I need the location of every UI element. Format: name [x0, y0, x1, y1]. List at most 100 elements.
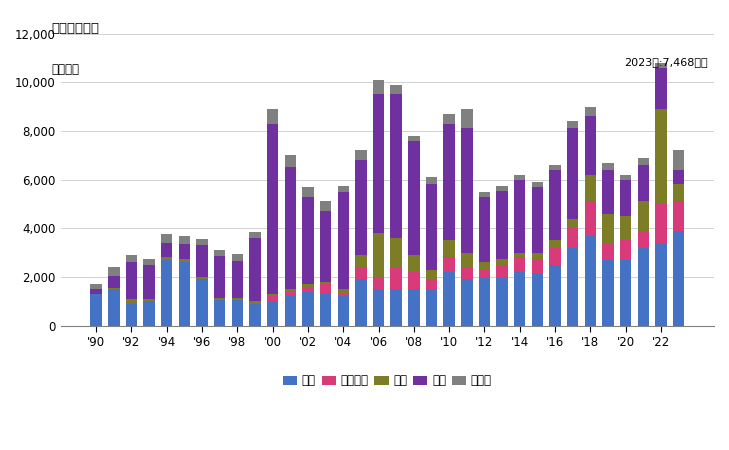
Bar	[443, 114, 455, 124]
Bar	[338, 192, 349, 289]
Bar	[638, 231, 649, 248]
Bar	[496, 259, 508, 265]
Bar	[655, 63, 666, 68]
Bar	[620, 180, 631, 216]
Bar	[303, 287, 313, 292]
Bar	[673, 170, 685, 184]
Bar	[249, 301, 261, 304]
Bar	[196, 245, 208, 277]
Bar	[567, 248, 578, 326]
Bar	[284, 297, 296, 326]
Bar	[90, 289, 102, 294]
Bar	[267, 294, 278, 297]
Bar	[602, 260, 614, 326]
Bar	[179, 235, 190, 244]
Bar	[496, 190, 508, 259]
Bar	[408, 136, 420, 140]
Bar	[373, 233, 384, 277]
Bar	[479, 277, 490, 326]
Bar	[620, 175, 631, 180]
Bar	[655, 243, 666, 326]
Bar	[373, 277, 384, 289]
Bar	[408, 255, 420, 272]
Bar	[638, 202, 649, 231]
Bar	[549, 248, 561, 265]
Bar	[161, 234, 173, 243]
Bar	[602, 170, 614, 214]
Bar	[267, 124, 278, 294]
Bar	[144, 299, 155, 301]
Bar	[232, 261, 243, 297]
Bar	[479, 192, 490, 197]
Bar	[144, 301, 155, 326]
Bar	[585, 202, 596, 235]
Bar	[108, 267, 120, 276]
Legend: 中国, フランス, 韓国, 台湾, その他: 中国, フランス, 韓国, 台湾, その他	[278, 369, 496, 392]
Bar	[408, 140, 420, 255]
Bar	[373, 94, 384, 233]
Bar	[214, 297, 225, 300]
Bar	[284, 167, 296, 289]
Bar	[461, 279, 472, 326]
Bar	[391, 85, 402, 94]
Bar	[355, 150, 367, 160]
Bar	[549, 240, 561, 248]
Bar	[673, 231, 685, 326]
Bar	[249, 238, 261, 301]
Bar	[90, 294, 102, 326]
Bar	[673, 184, 685, 202]
Bar	[320, 294, 332, 326]
Bar	[232, 297, 243, 300]
Text: 単位トン: 単位トン	[51, 63, 79, 76]
Bar	[585, 116, 596, 175]
Bar	[338, 294, 349, 297]
Bar	[161, 260, 173, 326]
Bar	[496, 265, 508, 277]
Bar	[125, 304, 137, 326]
Bar	[391, 94, 402, 238]
Bar	[531, 187, 543, 252]
Bar	[284, 289, 296, 292]
Bar	[531, 182, 543, 187]
Bar	[479, 270, 490, 277]
Bar	[443, 124, 455, 240]
Bar	[426, 270, 437, 279]
Bar	[531, 274, 543, 326]
Bar	[303, 187, 313, 197]
Bar	[426, 177, 437, 184]
Bar	[585, 235, 596, 326]
Bar	[391, 289, 402, 326]
Bar	[214, 250, 225, 256]
Bar	[338, 297, 349, 326]
Bar	[214, 300, 225, 326]
Bar	[673, 150, 685, 170]
Bar	[585, 175, 596, 202]
Bar	[567, 219, 578, 228]
Bar	[125, 299, 137, 304]
Bar	[408, 289, 420, 326]
Bar	[125, 255, 137, 262]
Bar	[355, 255, 367, 267]
Bar	[479, 197, 490, 262]
Bar	[655, 109, 666, 204]
Bar	[496, 277, 508, 326]
Bar	[161, 257, 173, 260]
Bar	[620, 216, 631, 240]
Bar	[514, 175, 526, 180]
Bar	[514, 180, 526, 252]
Bar	[514, 257, 526, 272]
Bar	[90, 284, 102, 289]
Bar	[179, 244, 190, 259]
Bar	[531, 252, 543, 260]
Bar	[549, 165, 561, 170]
Bar	[567, 121, 578, 128]
Bar	[338, 289, 349, 294]
Bar	[461, 252, 472, 267]
Bar	[426, 184, 437, 270]
Bar	[638, 248, 649, 326]
Bar	[303, 292, 313, 326]
Bar	[284, 155, 296, 167]
Bar	[567, 128, 578, 219]
Bar	[232, 254, 243, 261]
Bar	[108, 289, 120, 326]
